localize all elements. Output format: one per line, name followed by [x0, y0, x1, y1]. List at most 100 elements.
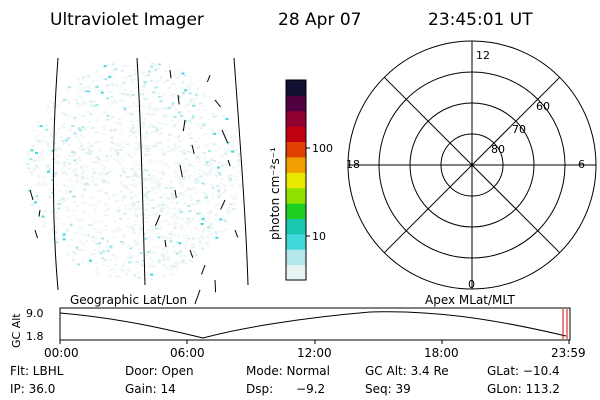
- emission-pixel: [150, 177, 153, 180]
- emission-pixel: [122, 263, 126, 266]
- emission-pixel: [93, 270, 97, 273]
- emission-pixel: [119, 190, 123, 193]
- emission-pixel: [154, 142, 158, 145]
- emission-pixel: [135, 243, 139, 246]
- emission-pixel: [100, 189, 103, 192]
- emission-pixel: [190, 243, 193, 246]
- emission-pixel: [148, 153, 152, 156]
- emission-pixel: [176, 175, 180, 178]
- emission-pixel: [192, 216, 196, 219]
- emission-pixel: [202, 215, 206, 218]
- colorbar-tick-label-10: 10: [312, 230, 326, 243]
- emission-pixel: [188, 101, 192, 104]
- emission-pixel: [190, 260, 194, 263]
- emission-pixel: [128, 94, 132, 97]
- emission-pixel: [89, 259, 92, 262]
- emission-pixel: [177, 111, 181, 114]
- emission-pixel: [201, 230, 205, 233]
- emission-pixel: [194, 97, 198, 100]
- emission-pixel: [214, 149, 218, 152]
- emission-pixel: [141, 126, 145, 129]
- emission-pixel: [91, 240, 95, 243]
- emission-pixel: [79, 83, 83, 86]
- emission-pixel: [208, 150, 211, 153]
- emission-pixel: [231, 150, 234, 153]
- emission-pixel: [104, 204, 108, 207]
- emission-pixel: [227, 212, 231, 215]
- emission-pixel: [211, 197, 215, 200]
- emission-pixel: [188, 119, 192, 122]
- emission-pixel: [133, 69, 137, 72]
- emission-pixel: [144, 217, 148, 220]
- emission-pixel: [91, 203, 95, 206]
- emission-pixel: [196, 199, 200, 202]
- emission-pixel: [105, 84, 109, 87]
- emission-pixel: [179, 250, 182, 253]
- emission-pixel: [42, 157, 46, 160]
- emission-pixel: [152, 181, 156, 184]
- emission-pixel: [55, 241, 58, 244]
- emission-pixel: [93, 253, 96, 255]
- emission-pixel: [154, 79, 158, 82]
- emission-pixel: [116, 122, 120, 125]
- emission-pixel: [165, 249, 169, 252]
- emission-pixel: [217, 221, 221, 224]
- emission-pixel: [148, 105, 151, 108]
- emission-pixel: [204, 242, 208, 245]
- emission-pixel: [42, 220, 46, 223]
- emission-pixel: [87, 261, 91, 264]
- emission-pixel: [143, 97, 147, 100]
- emission-pixel: [108, 274, 112, 277]
- emission-pixel: [198, 244, 202, 247]
- emission-pixel: [91, 127, 95, 129]
- emission-pixel: [181, 92, 185, 95]
- uv-image-panel: [25, 57, 249, 305]
- emission-pixel: [80, 196, 84, 199]
- emission-pixel: [96, 149, 100, 152]
- emission-pixel: [224, 228, 228, 231]
- emission-pixel: [164, 237, 168, 240]
- emission-pixel: [124, 207, 128, 210]
- emission-pixel: [110, 136, 114, 139]
- emission-pixel: [63, 171, 67, 174]
- emission-pixel: [77, 263, 81, 266]
- emission-pixel: [86, 177, 89, 180]
- emission-pixel: [153, 264, 157, 267]
- emission-pixel: [167, 150, 171, 152]
- emission-pixel: [61, 235, 65, 238]
- emission-pixel: [141, 259, 145, 262]
- emission-pixel: [121, 199, 124, 202]
- emission-pixel: [172, 265, 176, 268]
- emission-pixel: [107, 265, 111, 268]
- emission-pixel: [32, 169, 36, 171]
- emission-pixel: [45, 128, 49, 131]
- emission-pixel: [134, 183, 138, 186]
- emission-pixel: [113, 270, 117, 273]
- emission-pixel: [79, 135, 83, 138]
- emission-pixel: [36, 121, 40, 124]
- coastline-segment: [164, 239, 167, 248]
- emission-pixel: [81, 76, 85, 79]
- emission-pixel: [141, 145, 145, 148]
- emission-pixel: [102, 125, 106, 128]
- emission-pixel: [127, 245, 130, 248]
- emission-pixel: [178, 175, 182, 178]
- emission-pixel: [197, 137, 201, 140]
- emission-pixel: [128, 253, 132, 256]
- emission-pixel: [94, 210, 97, 212]
- emission-pixel: [133, 212, 137, 215]
- emission-pixel: [198, 122, 202, 125]
- emission-pixel: [77, 78, 80, 81]
- emission-pixel: [135, 261, 139, 264]
- emission-pixel: [131, 93, 135, 96]
- colorbar-band: [286, 80, 306, 96]
- emission-pixel: [42, 216, 46, 219]
- emission-pixel: [178, 242, 182, 245]
- coastline-segment: [194, 289, 201, 305]
- emission-pixel: [190, 113, 194, 116]
- emission-pixel: [132, 78, 136, 81]
- emission-pixel: [166, 197, 170, 200]
- emission-pixel: [98, 173, 102, 176]
- emission-pixel: [170, 193, 174, 196]
- emission-pixel: [116, 144, 120, 147]
